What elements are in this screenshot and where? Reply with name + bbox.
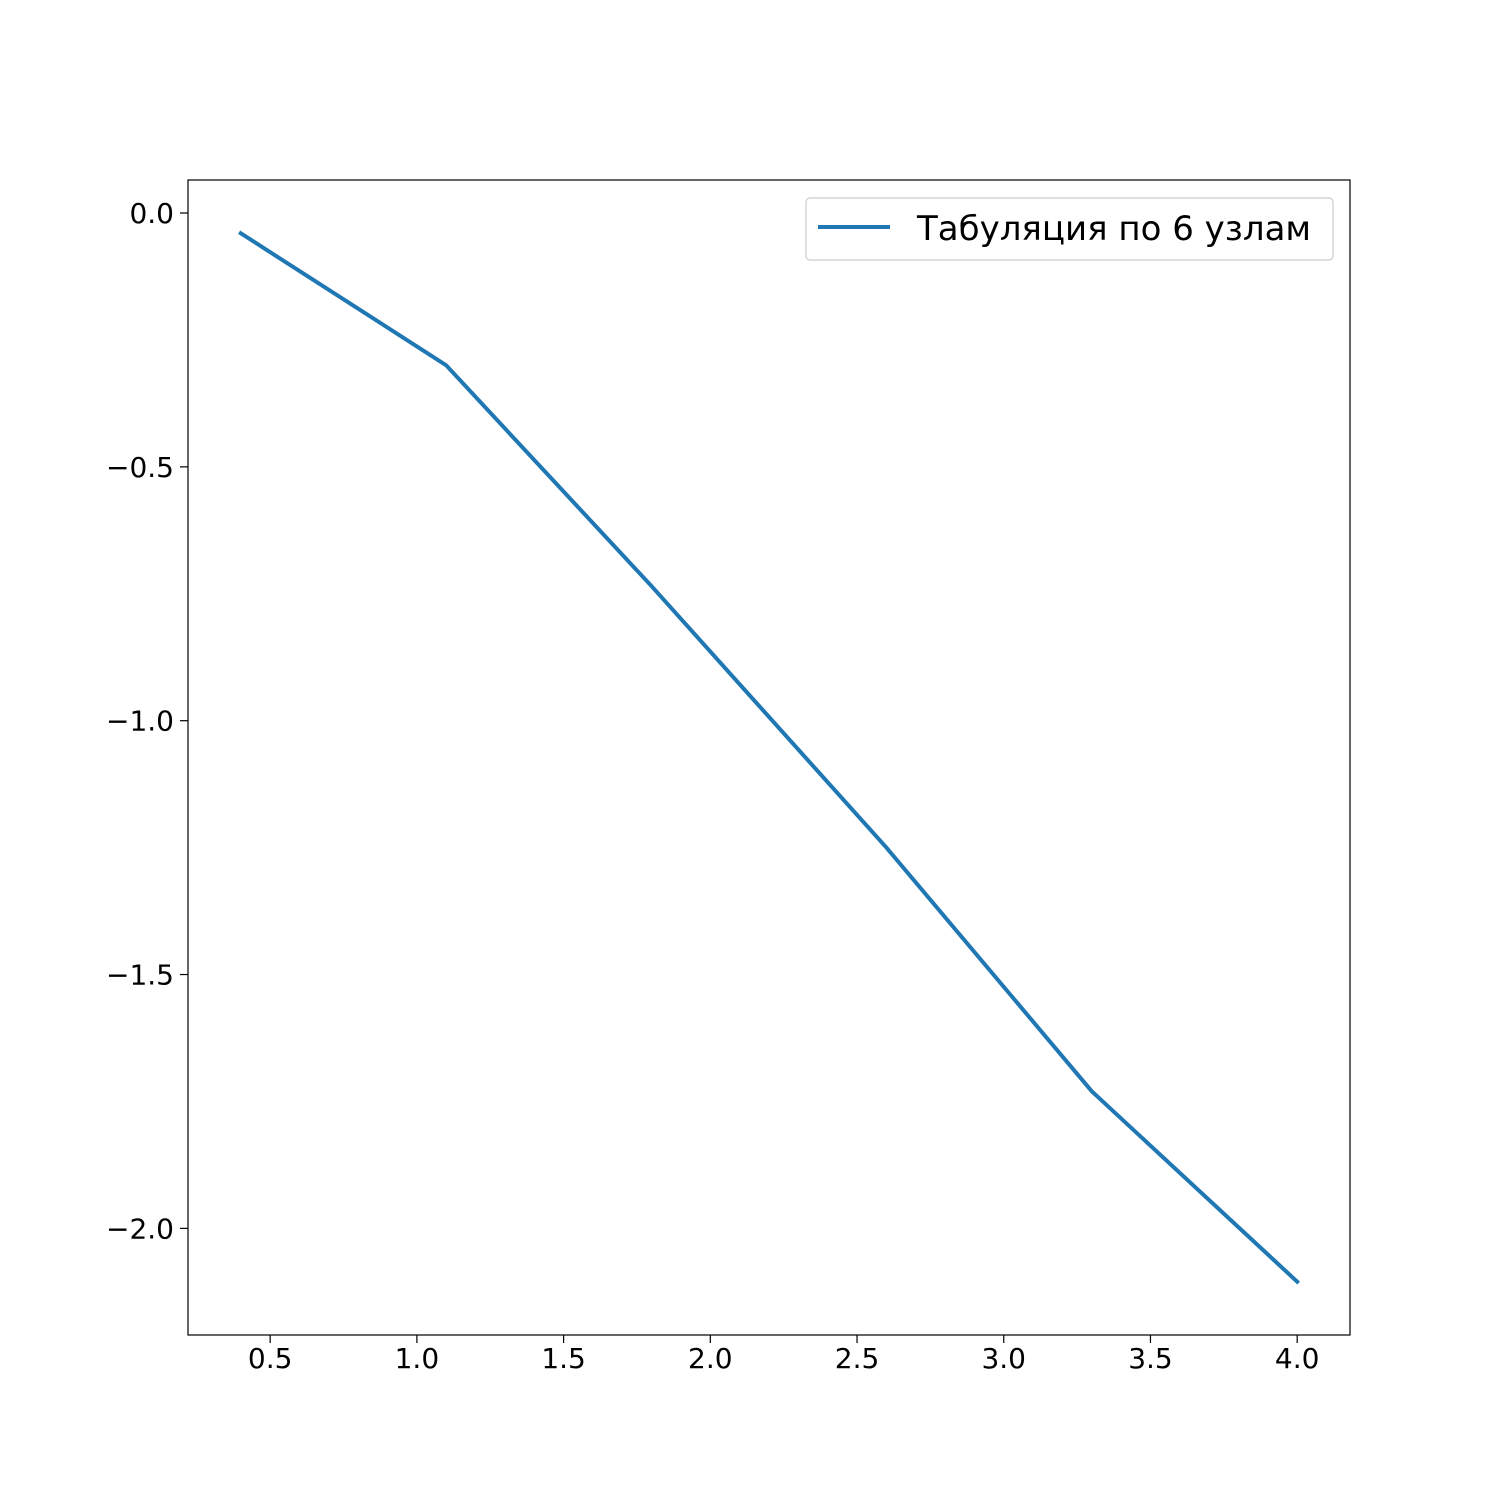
x-tick-label: 4.0 (1275, 1342, 1320, 1375)
y-axis: 0.0 −0.5 −1.0 −1.5 −2.0 (106, 197, 188, 1245)
x-axis: 0.5 1.0 1.5 2.0 2.5 3.0 3.5 4.0 (248, 1335, 1320, 1375)
y-tick-label: −1.0 (106, 705, 174, 738)
legend: Табуляция по 6 узлам (805, 197, 1334, 261)
y-tick-label: −2.0 (106, 1212, 174, 1245)
x-tick-label: 0.5 (248, 1342, 293, 1375)
x-tick-label: 3.0 (981, 1342, 1026, 1375)
plot-area (188, 180, 1350, 1335)
legend-label: Табуляция по 6 узлам (916, 209, 1311, 249)
y-tick-label: −0.5 (106, 451, 174, 484)
x-tick-label: 1.5 (541, 1342, 586, 1375)
x-tick-label: 2.0 (688, 1342, 733, 1375)
y-tick-label: −1.5 (106, 959, 174, 992)
x-tick-label: 2.5 (835, 1342, 880, 1375)
series-layer (238, 230, 1301, 1285)
legend-box (805, 197, 1334, 261)
x-tick-label: 1.0 (395, 1342, 440, 1375)
plot-frame (187, 179, 1351, 1336)
series-line (238, 230, 1301, 1285)
y-tick-label: 0.0 (129, 197, 174, 230)
x-tick-label: 3.5 (1128, 1342, 1173, 1375)
